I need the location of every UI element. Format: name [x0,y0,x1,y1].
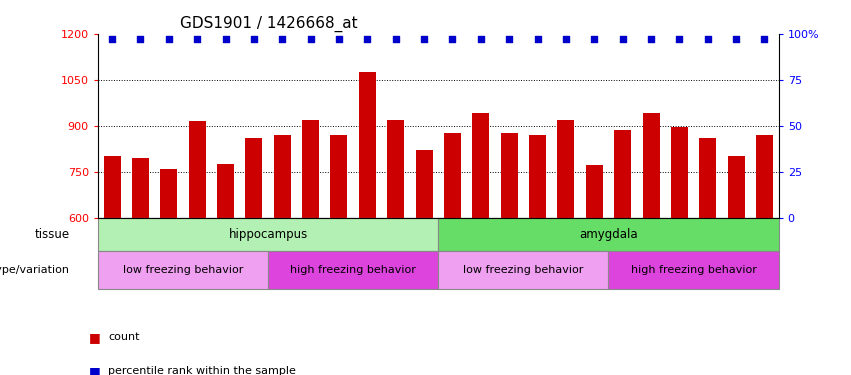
Text: ■: ■ [89,331,101,344]
Bar [500,133,517,218]
Bar [330,135,347,218]
Bar [160,168,177,217]
Point [757,36,771,42]
Point [134,36,147,42]
Bar [608,251,779,289]
Bar [359,72,376,217]
Point [502,36,516,42]
Bar [444,133,461,218]
Bar [217,164,234,218]
Bar [614,130,631,218]
Point [162,36,175,42]
Bar [274,135,291,218]
Text: ■: ■ [89,365,101,375]
Point [304,36,317,42]
Bar [671,127,688,218]
Bar [104,156,121,218]
Text: GDS1901 / 1426668_at: GDS1901 / 1426668_at [180,16,357,32]
Text: high freezing behavior: high freezing behavior [631,265,757,275]
Text: genotype/variation: genotype/variation [0,265,70,275]
Text: percentile rank within the sample: percentile rank within the sample [108,366,296,375]
Text: hippocampus: hippocampus [228,228,308,241]
Text: count: count [108,333,140,342]
Point [417,36,431,42]
Text: high freezing behavior: high freezing behavior [290,265,416,275]
Point [616,36,630,42]
Point [191,36,204,42]
Point [474,36,488,42]
Point [247,36,260,42]
Point [672,36,686,42]
Bar [700,138,717,218]
Point [446,36,460,42]
Bar [529,135,546,218]
Bar [472,113,489,218]
Bar [245,138,262,218]
Text: amygdala: amygdala [580,228,637,241]
Bar [387,120,404,218]
Point [644,36,658,42]
Bar [302,120,319,218]
Bar [415,150,432,217]
Bar [756,135,773,218]
Bar [643,113,660,218]
Point [531,36,545,42]
Point [361,36,374,42]
Bar [438,217,779,251]
Bar [557,120,574,218]
Bar [98,251,268,289]
Bar [728,156,745,218]
Bar [132,158,149,218]
Point [701,36,715,42]
Point [389,36,403,42]
Point [559,36,573,42]
Point [106,36,119,42]
Bar [585,165,603,218]
Text: low freezing behavior: low freezing behavior [463,265,584,275]
Text: low freezing behavior: low freezing behavior [123,265,243,275]
Bar [98,217,438,251]
Point [219,36,232,42]
Point [276,36,289,42]
Bar [189,121,206,218]
Text: tissue: tissue [34,228,70,241]
Bar [438,251,608,289]
Point [332,36,346,42]
Point [587,36,601,42]
Bar [268,251,438,289]
Point [729,36,743,42]
